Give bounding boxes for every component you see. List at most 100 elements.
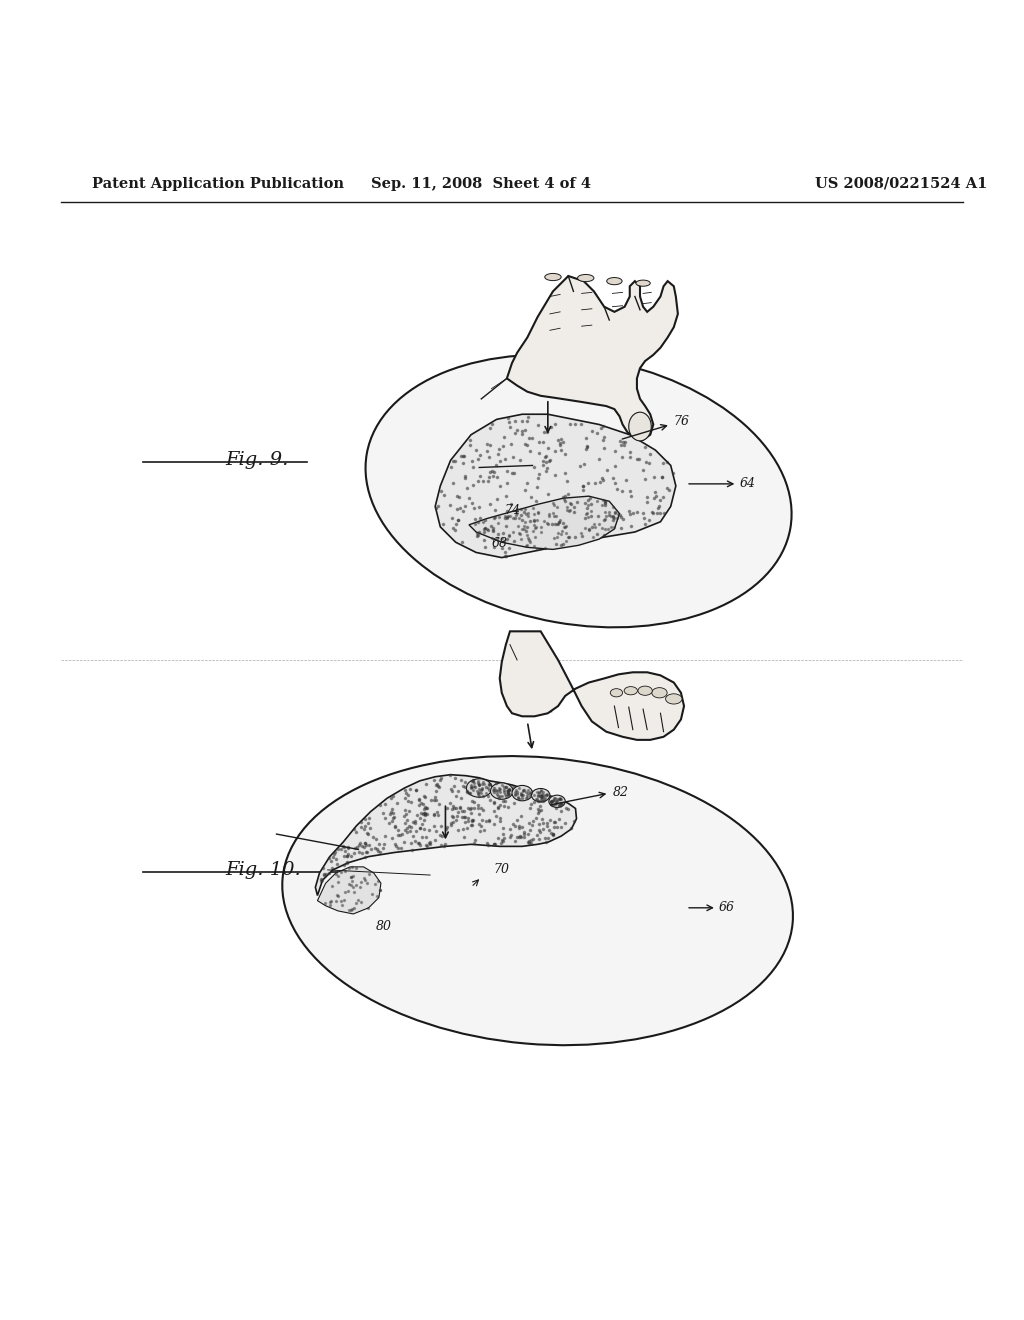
Point: [590, 506, 606, 527]
Point: [552, 434, 568, 455]
Point: [528, 807, 545, 828]
Point: [498, 541, 514, 562]
Point: [528, 539, 545, 560]
Point: [488, 454, 505, 475]
Point: [544, 513, 560, 535]
Point: [509, 826, 525, 847]
Point: [443, 805, 460, 826]
Point: [538, 461, 554, 482]
Point: [507, 422, 523, 444]
Point: [600, 517, 616, 539]
Point: [546, 789, 562, 810]
Point: [507, 781, 523, 803]
Point: [353, 892, 370, 913]
Point: [526, 527, 543, 548]
Point: [527, 516, 544, 537]
Point: [487, 507, 504, 528]
Point: [544, 795, 560, 816]
Point: [321, 862, 337, 883]
Point: [460, 797, 476, 818]
Point: [487, 780, 504, 801]
Point: [572, 413, 589, 434]
Point: [556, 488, 572, 510]
Point: [544, 791, 560, 812]
Point: [467, 508, 483, 529]
Point: [528, 477, 545, 498]
Point: [409, 805, 425, 826]
Point: [409, 820, 425, 841]
Point: [513, 504, 529, 525]
Point: [377, 793, 393, 814]
Point: [524, 829, 541, 850]
Point: [464, 450, 480, 471]
Point: [546, 527, 562, 548]
Point: [513, 421, 529, 442]
Point: [455, 776, 471, 797]
Point: [430, 495, 446, 516]
Point: [466, 776, 482, 797]
Point: [511, 814, 527, 836]
Point: [323, 851, 339, 873]
Point: [315, 865, 332, 886]
Point: [490, 507, 507, 528]
Point: [471, 781, 487, 803]
Point: [459, 818, 475, 840]
Point: [457, 496, 473, 517]
Point: [508, 504, 524, 525]
Point: [579, 438, 595, 459]
Text: Fig. 10.: Fig. 10.: [225, 861, 301, 879]
Point: [479, 832, 496, 853]
Point: [606, 455, 623, 477]
Point: [429, 776, 445, 797]
Point: [371, 841, 387, 862]
Point: [548, 527, 564, 548]
Point: [529, 414, 546, 436]
Point: [430, 805, 446, 826]
Point: [518, 787, 535, 808]
Point: [537, 788, 553, 809]
Point: [536, 818, 552, 840]
Point: [455, 446, 471, 467]
Point: [464, 776, 480, 797]
Point: [519, 780, 536, 801]
Point: [594, 467, 610, 488]
Point: [529, 788, 546, 809]
Point: [529, 502, 546, 523]
Point: [614, 446, 631, 467]
Point: [530, 801, 547, 822]
Point: [549, 817, 565, 838]
Point: [597, 490, 613, 511]
Text: Patent Application Publication: Patent Application Publication: [92, 177, 344, 191]
Text: 66: 66: [719, 902, 735, 915]
Point: [516, 826, 532, 847]
Point: [459, 478, 475, 499]
Point: [501, 412, 517, 433]
Point: [454, 531, 470, 552]
Point: [377, 808, 393, 829]
Point: [473, 779, 489, 800]
Point: [341, 874, 357, 895]
Point: [549, 496, 565, 517]
Point: [471, 814, 487, 836]
Point: [541, 450, 557, 471]
Point: [466, 498, 482, 519]
Point: [524, 426, 541, 447]
Point: [463, 814, 479, 836]
Point: [546, 787, 562, 808]
Point: [546, 817, 562, 838]
Point: [485, 813, 502, 834]
Point: [399, 791, 416, 812]
Point: [617, 470, 634, 491]
Point: [552, 788, 568, 809]
Point: [474, 809, 490, 830]
Point: [356, 818, 373, 840]
Point: [535, 784, 551, 805]
Point: [501, 780, 517, 801]
Point: [498, 776, 514, 797]
Point: [365, 826, 381, 847]
Point: [535, 432, 551, 453]
Point: [384, 799, 400, 820]
Point: [497, 545, 513, 566]
Point: [377, 825, 393, 846]
Point: [328, 849, 344, 870]
